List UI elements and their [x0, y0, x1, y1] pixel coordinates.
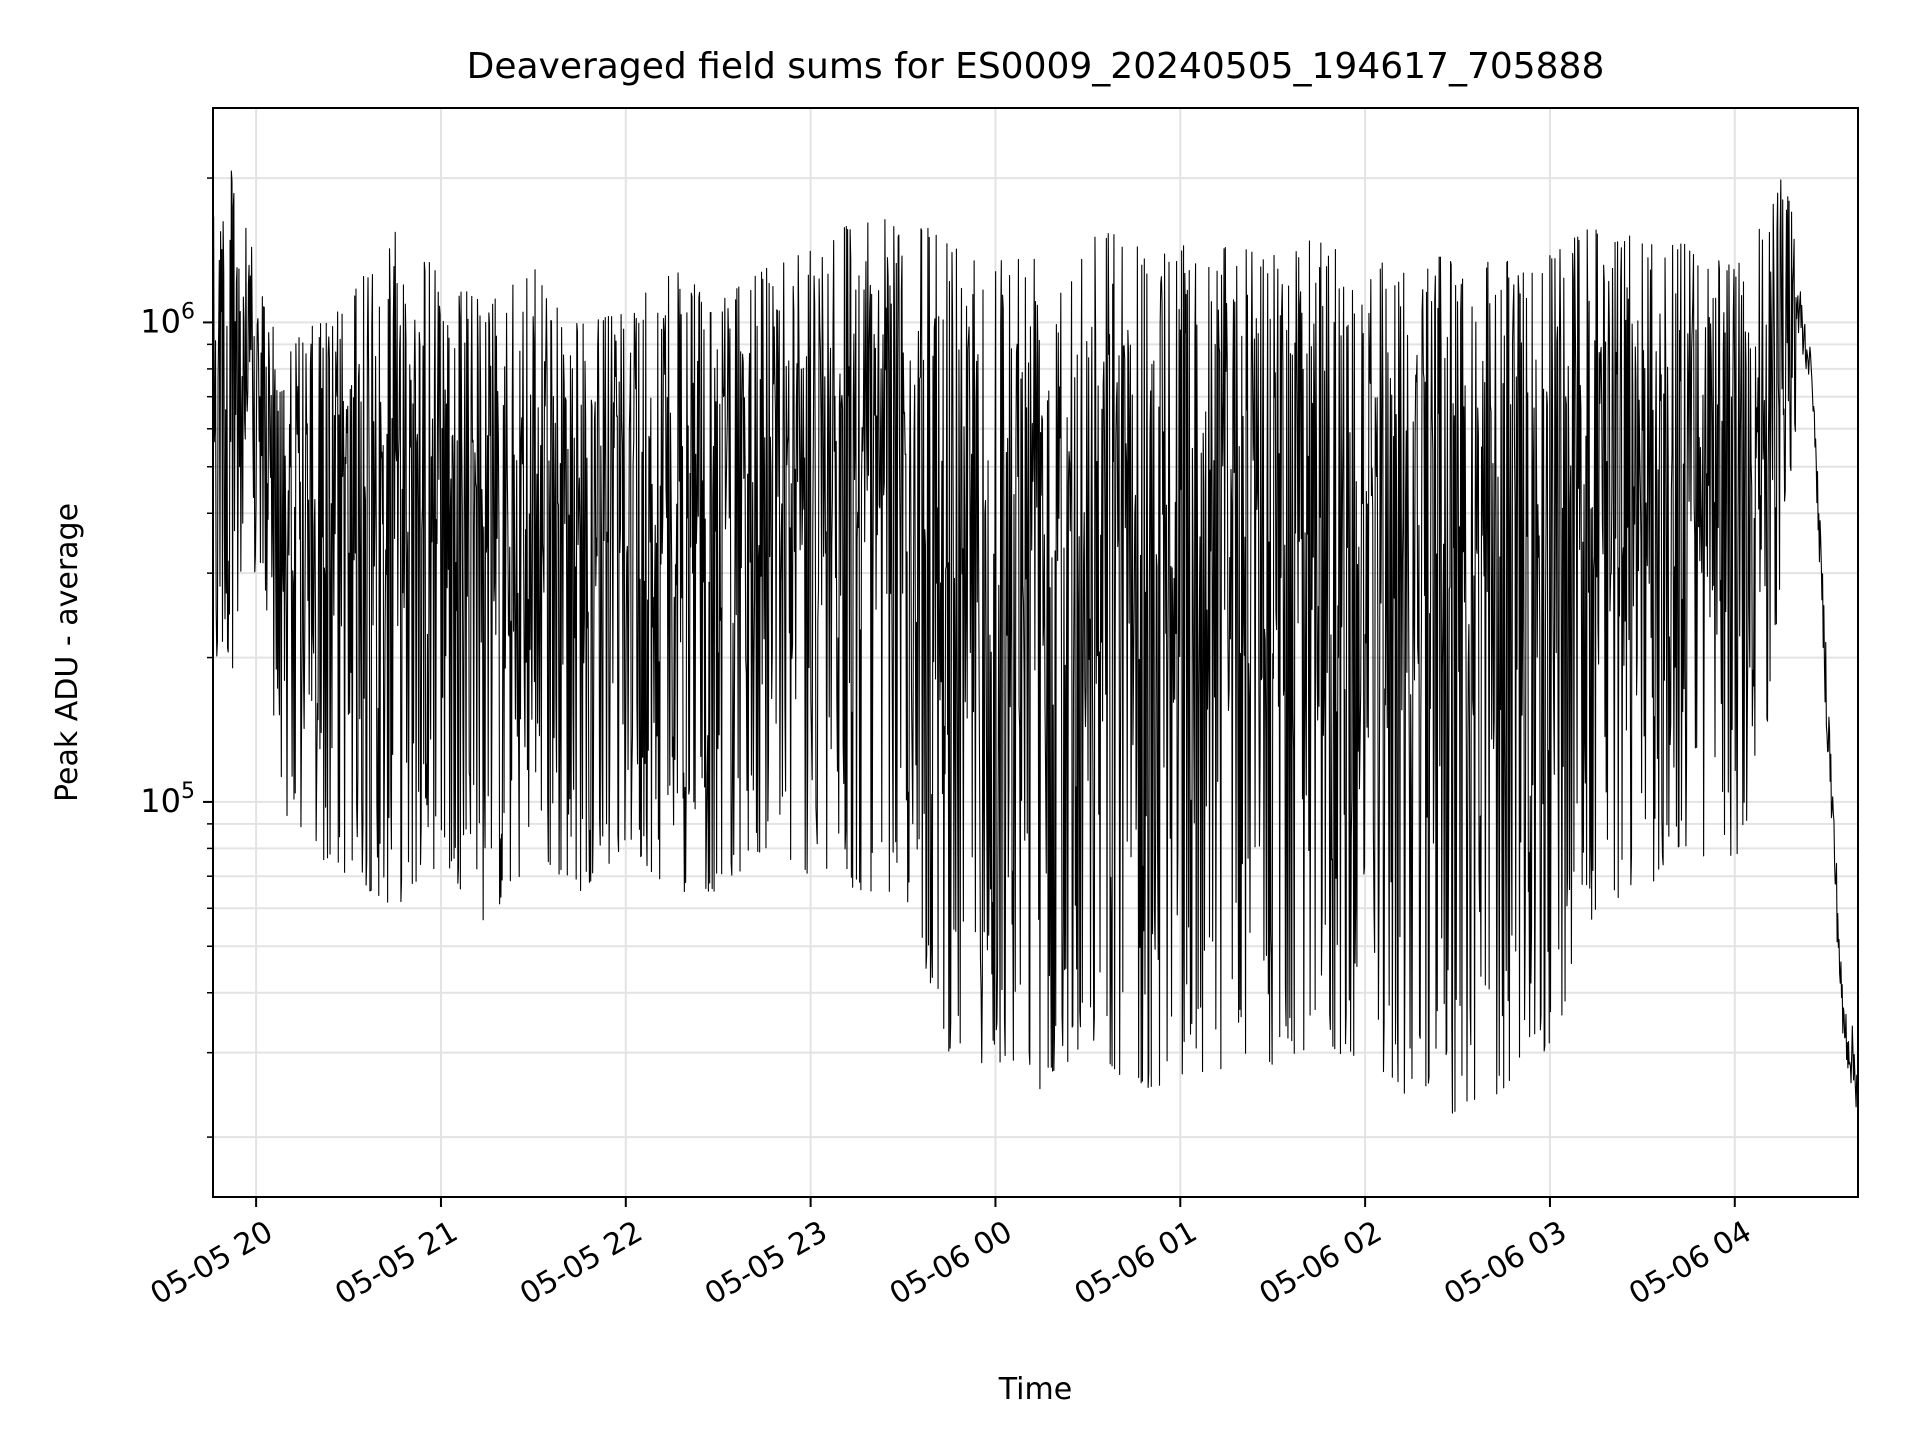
plot-area	[212, 170, 1859, 1114]
x-axis-label: Time	[998, 1372, 1072, 1407]
y-tick-label: 105	[140, 779, 195, 820]
y-tick-label-exponent: 6	[181, 299, 195, 324]
y-tick-label-base: 10	[140, 782, 181, 820]
y-axis-label: Peak ADU - average	[50, 503, 85, 802]
chart-title: Deaveraged field sums for ES0009_2024050…	[467, 46, 1605, 87]
y-tick-label-base: 10	[140, 302, 181, 340]
y-tick-label-exponent: 5	[181, 779, 195, 804]
series-line	[212, 170, 1859, 1114]
y-tick-label: 106	[140, 299, 195, 340]
axes-frame	[212, 107, 1859, 1198]
